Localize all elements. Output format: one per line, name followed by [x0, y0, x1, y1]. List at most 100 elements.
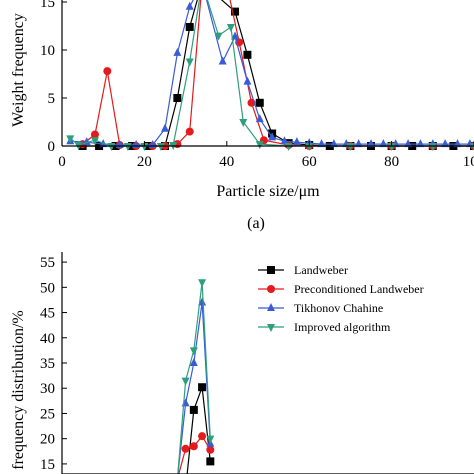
series-4-point	[470, 143, 474, 151]
series-3-point	[453, 139, 462, 148]
series-4-point	[226, 23, 235, 32]
y-tick-label: 30	[40, 381, 55, 397]
series-4-point	[66, 135, 75, 144]
y-tick-label: 15	[40, 0, 55, 11]
x-tick-label: 80	[384, 154, 399, 170]
series-4-point	[140, 143, 149, 151]
x-tick-label: 60	[302, 154, 317, 170]
y-axis-title: frequency distribution/%	[10, 310, 27, 470]
series-4-point	[185, 58, 194, 67]
series-3-point	[181, 398, 190, 407]
series-3-point	[161, 123, 169, 132]
series-3-point	[441, 139, 450, 148]
series-2	[78, 0, 474, 150]
series-1	[78, 0, 474, 150]
x-tick-label: 40	[219, 154, 234, 170]
series-3-point	[218, 56, 227, 65]
series-1-point	[173, 94, 182, 102]
series-1	[186, 383, 215, 474]
series-2-line	[82, 0, 474, 147]
legend-label-1: Landweber	[294, 263, 348, 277]
y-tick-label: 10	[40, 43, 55, 59]
series-3-point	[268, 132, 277, 141]
series-4-point	[206, 435, 215, 444]
series-4-point	[387, 143, 396, 151]
series-3-point	[173, 47, 182, 56]
series-3-point	[185, 1, 194, 10]
y-tick-label: 0	[48, 139, 56, 155]
series-2	[178, 432, 215, 474]
series-1-point	[231, 7, 240, 16]
series-3-point	[280, 136, 289, 145]
series-4-point	[123, 143, 132, 151]
series-3-point	[329, 139, 338, 148]
series-4-line	[69, 0, 474, 147]
series-2-point	[90, 130, 99, 139]
series-1-point	[243, 50, 252, 59]
series-3-point	[243, 76, 252, 85]
legend-marker-2	[267, 285, 275, 293]
series-4-point	[181, 377, 190, 386]
series-4-point	[428, 143, 437, 151]
series-2-point	[103, 67, 112, 76]
series-4-point	[90, 137, 99, 146]
panel-1: 0 5 10 15 0 20 40 60 80 100 Particle size/μm Weight…	[10, 0, 474, 232]
series-3	[66, 0, 474, 149]
series-2-point	[189, 442, 198, 451]
series-4-point	[156, 143, 165, 151]
series-4-point	[189, 347, 198, 356]
series-4-point	[255, 141, 264, 150]
y-tick-label: 40	[40, 331, 55, 347]
y-tick-label: 5	[48, 91, 56, 107]
series-1-point	[255, 98, 264, 107]
series-3-point	[354, 139, 363, 148]
panel-label: (a)	[247, 215, 265, 232]
series-3-line	[70, 0, 470, 146]
y-tick-label: 15	[40, 457, 55, 473]
series-2-point	[181, 444, 190, 453]
series-2-point	[206, 445, 215, 454]
legend-marker-3	[267, 303, 275, 311]
series-4-point	[284, 143, 293, 151]
series-4-point	[346, 143, 355, 151]
panel-2: 15 20 25 30 35 40 45 50 55 frequency distribution…	[10, 252, 474, 474]
series-3-point	[292, 137, 301, 146]
series-3-point	[404, 139, 413, 148]
series-3-point	[379, 139, 388, 148]
y-tick-label: 25	[40, 406, 55, 422]
legend-marker-1	[267, 266, 275, 274]
series-4-point	[198, 279, 207, 288]
series-3-point	[416, 139, 425, 148]
series-1-point	[185, 22, 194, 31]
legend-marker-4	[267, 324, 275, 332]
series-3-point	[189, 358, 198, 366]
series-4-point	[214, 32, 223, 41]
y-tick-label: 50	[40, 280, 55, 296]
series-1-point	[206, 457, 215, 466]
y-tick-label: 20	[40, 432, 55, 448]
y-tick-label: 45	[40, 306, 55, 322]
series-3-point	[317, 139, 326, 148]
series-4-point	[239, 119, 248, 127]
series-2-point	[198, 432, 207, 441]
series-1-line	[186, 386, 211, 474]
series-2-point	[185, 127, 194, 136]
series-3-point	[367, 139, 375, 148]
series-3-point	[255, 114, 264, 123]
series-1-point	[189, 405, 198, 414]
series-1-line	[82, 0, 474, 147]
series-3-point	[231, 31, 240, 40]
y-tick-label: 55	[40, 255, 55, 271]
x-tick-label: 100	[463, 154, 474, 170]
series-4-point	[107, 143, 116, 151]
legend-label-2: Preconditioned Landweber	[294, 282, 424, 296]
x-tick-label: 0	[58, 154, 66, 170]
x-axis-title: Particle size/μm	[216, 183, 320, 200]
series-4	[177, 279, 215, 474]
x-tick-label: 20	[137, 154, 152, 170]
legend-label-4: Improved algorithm	[294, 320, 391, 334]
y-axis-title: Weight frequency	[10, 13, 27, 127]
legend-label-3: Tikhonov Chahine	[294, 301, 383, 315]
y-tick-label: 35	[40, 356, 55, 372]
